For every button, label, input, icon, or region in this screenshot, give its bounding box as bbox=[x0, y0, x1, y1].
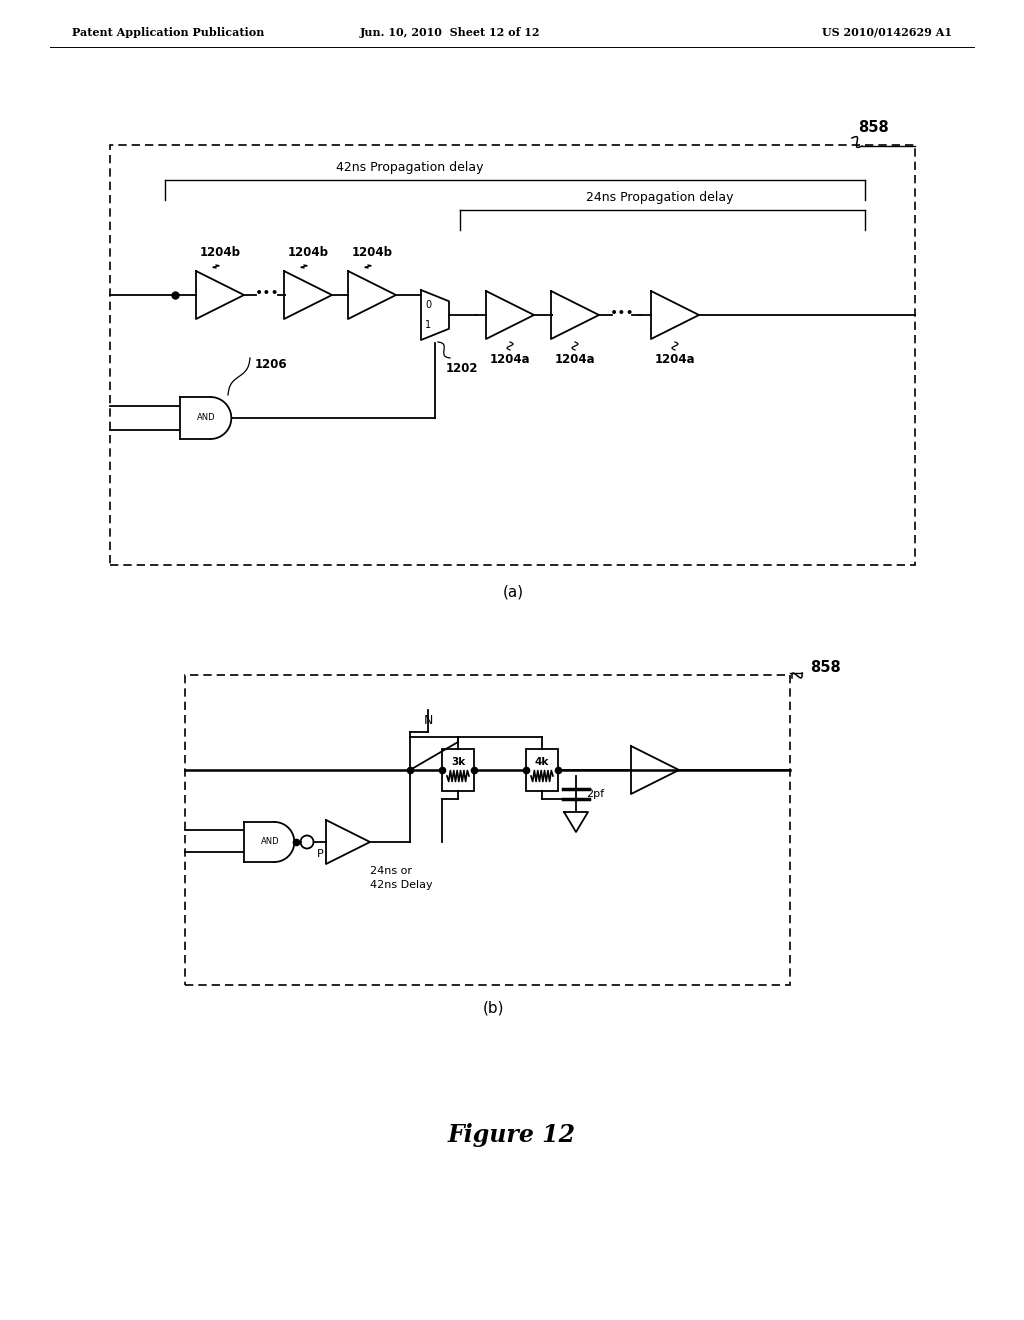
Bar bbox=[526, 748, 558, 791]
Text: 1204b: 1204b bbox=[288, 247, 329, 260]
Text: Jun. 10, 2010  Sheet 12 of 12: Jun. 10, 2010 Sheet 12 of 12 bbox=[359, 26, 541, 37]
Text: •••: ••• bbox=[609, 306, 635, 319]
Bar bbox=[185, 675, 790, 985]
Text: 1206: 1206 bbox=[255, 359, 288, 371]
Text: 4k: 4k bbox=[535, 756, 549, 767]
Text: 1204a: 1204a bbox=[654, 354, 695, 367]
Text: 24ns Propagation delay: 24ns Propagation delay bbox=[587, 191, 734, 205]
Text: 1204a: 1204a bbox=[555, 354, 595, 367]
Text: US 2010/0142629 A1: US 2010/0142629 A1 bbox=[822, 26, 952, 37]
Text: N: N bbox=[423, 714, 433, 726]
Text: Figure 12: Figure 12 bbox=[447, 1123, 577, 1147]
Text: 42ns Propagation delay: 42ns Propagation delay bbox=[336, 161, 483, 174]
Text: 1204b: 1204b bbox=[351, 247, 392, 260]
Text: 2pf: 2pf bbox=[586, 789, 604, 799]
Bar bbox=[442, 748, 474, 791]
Text: AND: AND bbox=[197, 413, 215, 422]
Text: Patent Application Publication: Patent Application Publication bbox=[72, 26, 264, 37]
Text: (b): (b) bbox=[482, 1001, 504, 1015]
Text: 24ns or
42ns Delay: 24ns or 42ns Delay bbox=[370, 866, 432, 890]
Text: (a): (a) bbox=[503, 585, 523, 599]
Text: 858: 858 bbox=[810, 660, 841, 676]
Text: AND: AND bbox=[261, 837, 280, 846]
Bar bbox=[110, 145, 915, 565]
Text: 3k: 3k bbox=[451, 756, 465, 767]
Text: 1204a: 1204a bbox=[489, 354, 530, 367]
Text: 1: 1 bbox=[425, 319, 431, 330]
Text: 858: 858 bbox=[858, 120, 889, 136]
Text: 0: 0 bbox=[425, 300, 431, 310]
Text: •••: ••• bbox=[255, 286, 280, 300]
Text: P: P bbox=[317, 849, 324, 859]
Text: 1202: 1202 bbox=[445, 362, 478, 375]
Text: 1204b: 1204b bbox=[200, 247, 241, 260]
